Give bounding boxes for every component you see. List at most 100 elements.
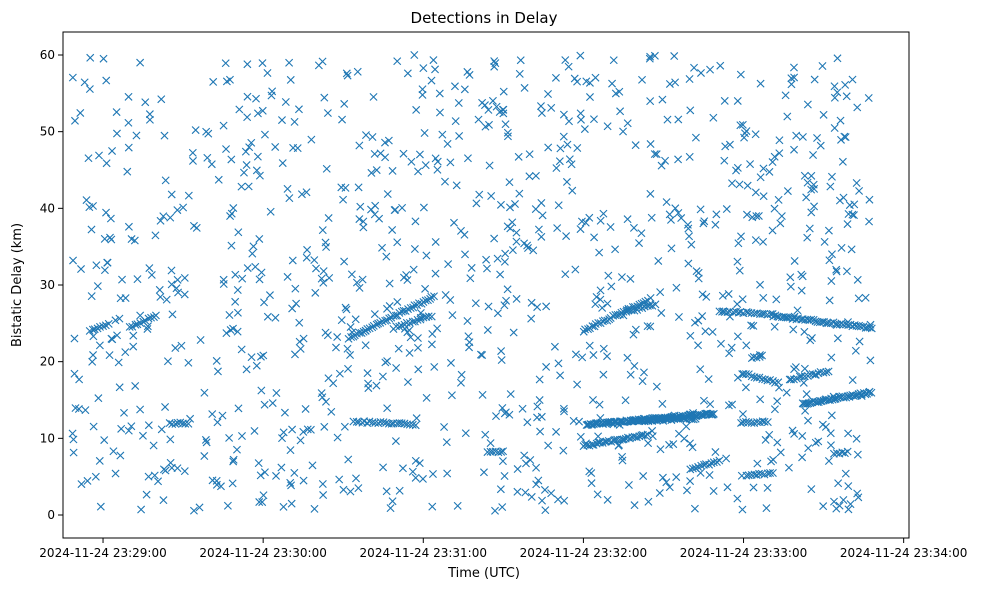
data-point	[86, 53, 95, 62]
data-point	[265, 291, 274, 300]
data-point	[161, 466, 170, 475]
data-point	[267, 91, 276, 100]
data-point	[725, 349, 734, 358]
data-point	[283, 184, 292, 193]
data-point	[670, 52, 679, 61]
data-point	[80, 78, 89, 87]
data-point	[803, 100, 812, 109]
data-point	[299, 334, 308, 343]
data-point	[174, 288, 183, 297]
data-point	[576, 109, 585, 118]
data-point	[698, 290, 707, 299]
data-point	[816, 397, 825, 406]
data-point	[214, 175, 223, 184]
data-point	[346, 487, 355, 496]
data-point	[232, 445, 241, 454]
data-point	[827, 353, 836, 362]
data-point	[537, 109, 546, 118]
data-point	[552, 164, 561, 173]
data-point	[644, 417, 653, 426]
data-point	[229, 457, 238, 466]
data-point	[671, 78, 680, 87]
data-point	[629, 416, 638, 425]
data-point	[357, 329, 366, 337]
data-point	[855, 337, 864, 346]
data-point	[850, 200, 859, 209]
data-point	[286, 446, 295, 455]
data-point	[630, 361, 639, 370]
data-point	[532, 463, 541, 472]
data-point	[457, 370, 466, 379]
data-point	[595, 248, 604, 257]
data-point	[218, 411, 227, 420]
data-point	[364, 384, 373, 393]
data-point	[814, 437, 823, 446]
data-point	[200, 452, 209, 461]
data-point	[405, 348, 414, 357]
data-point	[538, 211, 547, 220]
data-point	[421, 296, 430, 305]
data-point	[466, 274, 475, 283]
data-point	[720, 156, 729, 165]
data-point	[256, 471, 265, 480]
data-point	[342, 69, 351, 78]
data-point	[90, 325, 99, 334]
data-point	[706, 65, 715, 74]
data-point	[136, 405, 145, 414]
data-point	[708, 327, 717, 336]
data-point	[351, 315, 360, 324]
data-point	[383, 404, 392, 413]
data-point	[216, 482, 225, 491]
data-point	[141, 98, 150, 107]
data-point	[131, 381, 140, 390]
data-point	[864, 94, 873, 103]
data-point	[160, 131, 169, 140]
data-point	[279, 428, 288, 437]
data-point	[523, 418, 532, 427]
data-point	[144, 472, 153, 481]
data-point	[127, 422, 136, 431]
data-point	[117, 424, 126, 433]
data-point	[301, 404, 310, 413]
data-point	[102, 76, 111, 85]
data-point	[690, 318, 699, 327]
data-point	[672, 473, 681, 482]
data-point	[147, 270, 156, 279]
data-point	[303, 425, 312, 434]
data-point	[102, 208, 111, 217]
data-point	[760, 309, 769, 318]
data-point	[652, 150, 661, 159]
data-point	[550, 342, 559, 351]
data-point	[431, 65, 440, 74]
data-point	[596, 286, 605, 295]
data-point	[691, 414, 700, 423]
data-point	[759, 293, 768, 302]
data-point	[839, 193, 848, 202]
data-point	[770, 152, 779, 161]
data-point	[281, 98, 290, 106]
data-point	[816, 141, 825, 150]
data-point	[371, 201, 380, 210]
data-point	[406, 333, 415, 342]
data-point	[382, 252, 391, 261]
data-point	[804, 444, 813, 453]
data-point	[754, 211, 763, 220]
data-point	[285, 194, 294, 203]
data-point	[365, 324, 374, 333]
data-point	[587, 479, 596, 488]
data-point	[554, 359, 563, 368]
data-point	[630, 306, 639, 315]
data-point	[500, 301, 509, 310]
data-point	[133, 275, 142, 284]
data-point	[585, 78, 594, 87]
data-point	[534, 225, 543, 234]
data-point	[512, 294, 521, 303]
data-point	[277, 463, 286, 472]
data-point	[832, 504, 841, 513]
data-point	[337, 316, 346, 325]
data-point	[463, 67, 472, 76]
data-point	[408, 467, 417, 476]
data-point	[299, 476, 308, 485]
data-point	[490, 57, 499, 66]
data-point	[355, 141, 364, 150]
